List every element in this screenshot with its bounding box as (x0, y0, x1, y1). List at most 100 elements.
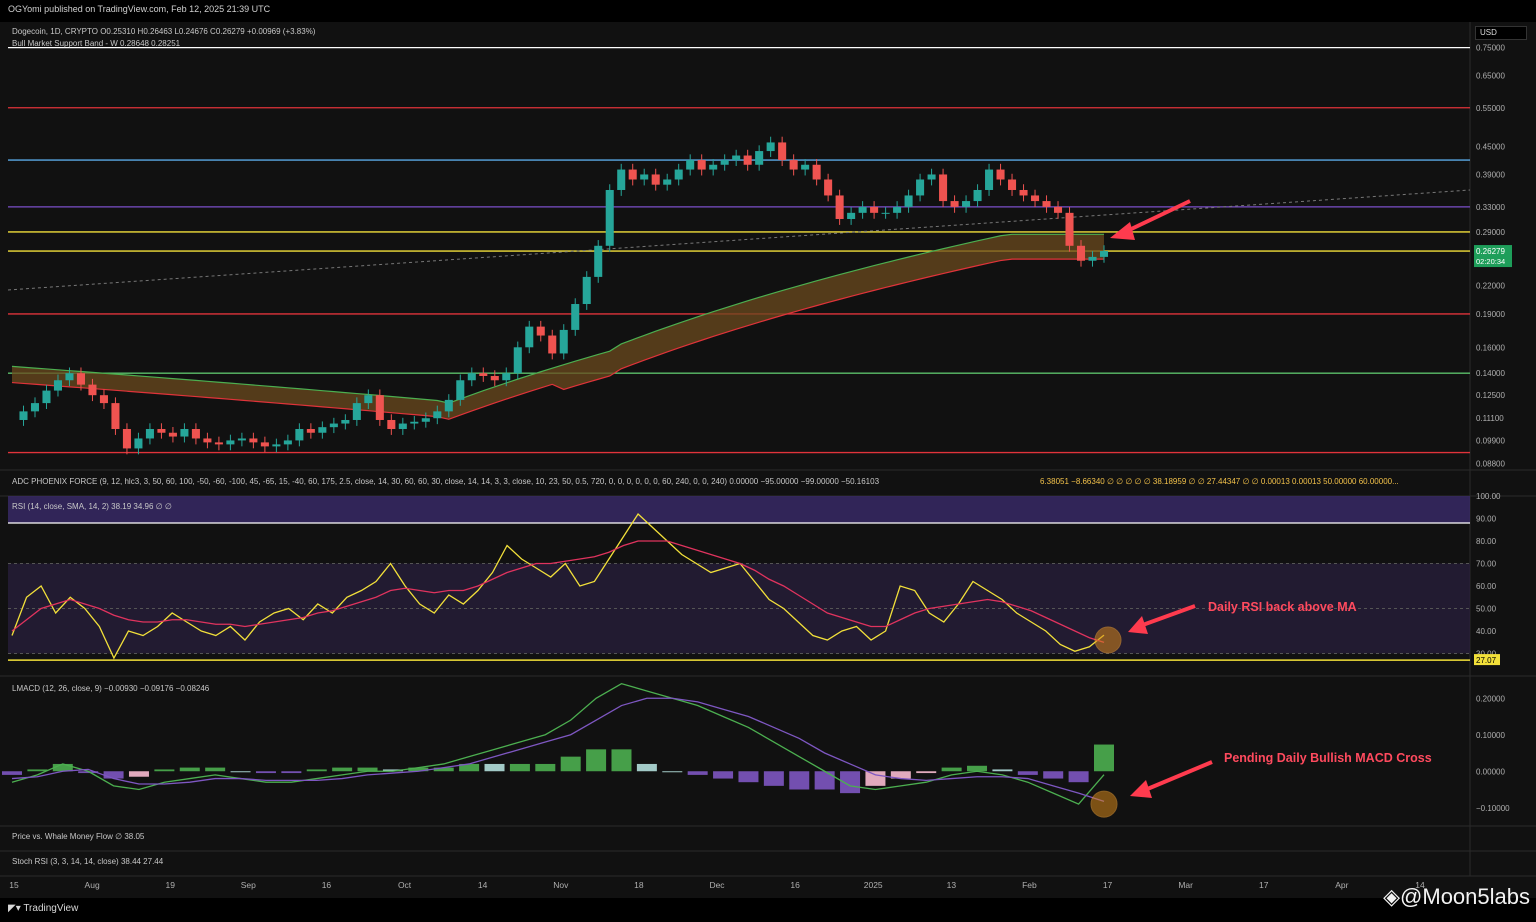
candle-body (801, 164, 810, 170)
candle-body (881, 212, 890, 214)
candle-body (180, 429, 189, 437)
publisher-text: OGYomi published on TradingView.com, Feb… (8, 4, 271, 14)
candle-body (1008, 179, 1017, 190)
candle-body (249, 438, 258, 443)
candle-body (168, 432, 177, 437)
candle-body (467, 373, 476, 381)
date-tick-label: 13 (947, 880, 957, 890)
candle-body (778, 142, 787, 161)
macd-histogram-bar (967, 765, 988, 772)
price-tick-label: 0.65000 (1476, 71, 1505, 80)
adc-legend: ADC PHOENIX FORCE (9, 12, hlc3, 3, 50, 6… (12, 477, 880, 486)
macd-histogram-bar (535, 763, 556, 772)
candle-body (1088, 256, 1097, 261)
candle-body (19, 411, 28, 420)
price-tick-label: 0.29000 (1476, 228, 1505, 237)
candle-body (1019, 189, 1028, 196)
macd-tick-label: 0.20000 (1476, 694, 1505, 703)
candle-body (65, 373, 74, 381)
tradingview-logo[interactable]: ◤▾ TradingView (8, 903, 79, 914)
candle-body (582, 276, 591, 305)
macd-histogram-bar (1043, 771, 1064, 779)
macd-histogram-bar (433, 767, 454, 772)
support-band-upper (11, 233, 1104, 404)
rsi-highlight-circle (1094, 626, 1122, 654)
support-band-lower (11, 258, 1104, 420)
countdown-label: 02:20:34 (1476, 257, 1505, 266)
candle-body (605, 189, 614, 246)
macd-histogram-bar (128, 771, 149, 777)
macd-histogram-bar (52, 763, 73, 772)
macd-histogram-bar (27, 769, 48, 772)
candle-body (674, 169, 683, 180)
candle-body (329, 423, 338, 428)
candle-body (490, 375, 499, 381)
stoch-legend: Stoch RSI (3, 3, 14, 14, close) 38.44 27… (12, 857, 164, 866)
candle-body (686, 160, 695, 170)
macd-series-line (11, 682, 1105, 805)
macd-histogram-bar (281, 771, 302, 774)
candle-body (318, 427, 327, 433)
date-tick-label: Nov (553, 880, 569, 890)
candle-body (237, 438, 246, 441)
macd-histogram-bar (103, 771, 124, 779)
rsi-tick-label: 60.00 (1476, 582, 1497, 591)
rsi-level-tag (1474, 654, 1500, 666)
date-tick-label: 14 (478, 880, 488, 890)
whale-legend: Price vs. Whale Money Flow ∅ 38.05 (12, 832, 145, 841)
candle-body (755, 151, 764, 165)
price-tick-label: 0.12500 (1476, 391, 1505, 400)
candle-body (847, 212, 856, 219)
candle-body (548, 335, 557, 354)
candle-body (341, 419, 350, 424)
macd-histogram-bar (1094, 744, 1114, 772)
macd-histogram-bar (357, 767, 378, 772)
candle-body (571, 304, 580, 330)
candle-body (295, 429, 304, 441)
date-tick-label: Sep (241, 880, 256, 890)
candle-body (513, 347, 522, 374)
candle-body (283, 440, 292, 445)
price-tick-label: 0.39000 (1476, 170, 1505, 179)
currency-selector[interactable]: USD (1475, 26, 1527, 40)
macd-histogram-bar (916, 771, 937, 774)
macd-histogram-bar (840, 771, 861, 794)
lmacd-legend: LMACD (12, 26, close, 9) −0.00930 −0.091… (12, 684, 210, 693)
rsi-legend: RSI (14, close, SMA, 14, 2) 38.19 34.96 … (12, 502, 172, 511)
rsi-tick-label: 100.00 (1476, 492, 1501, 501)
candle-body (812, 164, 821, 180)
candle-body (996, 169, 1005, 180)
candle-body (433, 411, 442, 419)
date-tick-label: Feb (1022, 880, 1037, 890)
macd-histogram-bar (154, 769, 175, 772)
macd-annotation: Pending Daily Bullish MACD Cross (1224, 751, 1432, 765)
candle-body (617, 169, 626, 190)
candle-body (1065, 212, 1074, 246)
candle-body (973, 189, 982, 202)
candle-body (387, 419, 396, 430)
rsi-tick-label: 70.00 (1476, 560, 1497, 569)
macd-histogram-bar (306, 769, 327, 772)
price-tick-label: 0.55000 (1476, 104, 1505, 113)
macd-histogram-bar (1068, 771, 1089, 783)
rsi-arrow-head (1128, 616, 1148, 634)
candle-body (1099, 251, 1109, 257)
candle-body (1076, 245, 1086, 261)
macd-histogram-bar (332, 767, 353, 772)
candle-body (226, 440, 235, 445)
last-price-tag (1474, 245, 1512, 268)
rsi-level-label: 27.07 (1476, 656, 1497, 665)
macd-histogram-bar (560, 756, 581, 772)
candle-body (53, 380, 63, 391)
support-band-fill (12, 234, 1104, 420)
candle-body (1053, 206, 1063, 213)
candle-body (364, 395, 373, 404)
candle-body (134, 438, 143, 449)
macd-histogram-bar (738, 771, 759, 783)
chart-canvas[interactable]: 0.75000 0.65000 0.55000 0.45000 0.39000 0.330… (0, 22, 1536, 898)
date-tick-label: 16 (790, 880, 800, 890)
candle-body (651, 174, 660, 185)
macd-histogram-bar (205, 767, 226, 772)
macd-histogram-bar (78, 771, 99, 774)
macd-histogram-bar (230, 771, 251, 773)
